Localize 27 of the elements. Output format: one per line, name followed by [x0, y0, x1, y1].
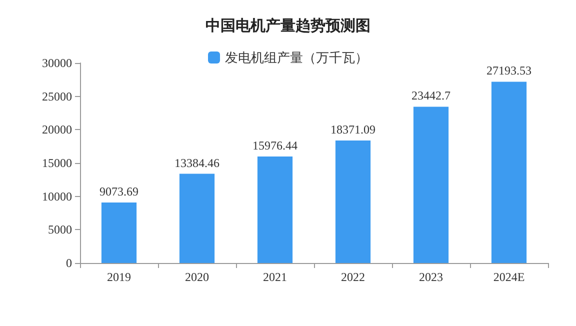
- bar: [179, 174, 215, 263]
- chart-title: 中国电机产量趋势预测图: [206, 18, 370, 34]
- x-tick-label: 2021: [263, 270, 287, 284]
- y-tick-label: 10000: [42, 189, 72, 204]
- bar: [491, 82, 527, 263]
- bar: [335, 140, 371, 263]
- x-tick-label: 2023: [419, 270, 443, 284]
- y-tick-label: 0: [66, 256, 72, 270]
- legend-label: 发电机组产量（万千瓦）: [225, 50, 368, 65]
- data-label: 13384.46: [174, 156, 220, 170]
- data-label: 23442.7: [412, 88, 450, 103]
- x-tick-label: 2019: [107, 270, 131, 284]
- bar: [101, 202, 137, 263]
- bar: [413, 106, 449, 263]
- y-tick-label: 20000: [42, 122, 72, 137]
- x-tick-label: 2020: [185, 270, 209, 284]
- y-tick-label: 15000: [42, 156, 72, 170]
- data-label: 15976.44: [252, 138, 298, 152]
- data-label: 18371.09: [330, 122, 376, 137]
- x-tick-label: 2024E: [493, 270, 525, 284]
- data-label: 27193.53: [486, 64, 532, 78]
- y-tick-label: 30000: [42, 56, 72, 70]
- data-label: 9073.69: [100, 184, 138, 199]
- y-tick-label: 5000: [48, 222, 72, 237]
- y-tick-label: 25000: [42, 89, 72, 104]
- bar: [257, 156, 293, 263]
- x-tick-label: 2022: [341, 270, 365, 284]
